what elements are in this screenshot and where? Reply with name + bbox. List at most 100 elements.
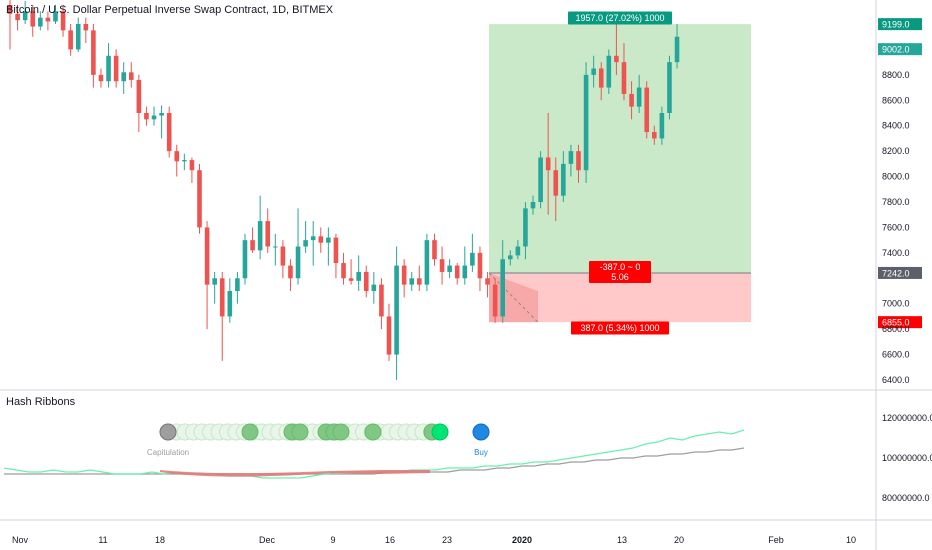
candle-body bbox=[341, 263, 346, 279]
candle-body bbox=[614, 55, 619, 63]
profit-zone bbox=[489, 24, 751, 273]
signal-circle bbox=[291, 423, 309, 441]
candle-body bbox=[598, 68, 604, 88]
candle-body bbox=[553, 170, 559, 196]
candle-body bbox=[636, 87, 642, 107]
risk-reward-label-text: 5.06 bbox=[611, 272, 629, 282]
candle-body bbox=[128, 72, 134, 80]
candle-body bbox=[235, 278, 240, 291]
hash-tick: 80000000.0 bbox=[882, 493, 930, 503]
candle-body bbox=[273, 246, 278, 248]
candle-body bbox=[106, 55, 111, 82]
recovery-circle bbox=[431, 423, 449, 441]
candle-body bbox=[22, 11, 28, 21]
candle-body bbox=[151, 115, 157, 120]
candle-body bbox=[485, 278, 490, 285]
candle-body bbox=[310, 236, 316, 241]
risk-reward-label bbox=[589, 261, 651, 283]
candle-body bbox=[333, 237, 339, 264]
candle-body bbox=[500, 259, 505, 317]
candle-body bbox=[462, 265, 468, 279]
signal-circle bbox=[364, 423, 382, 441]
candle-body bbox=[326, 237, 331, 243]
candle-body bbox=[606, 55, 612, 88]
price-tick: 7000.0 bbox=[882, 299, 910, 309]
price-tick: 8000.0 bbox=[882, 172, 910, 182]
candle-body bbox=[204, 227, 210, 285]
date-tick: 10 bbox=[846, 535, 856, 545]
price-tick: 8600.0 bbox=[882, 95, 910, 105]
chart-title: Bitcoin / U.S. Dollar Perpetual Inverse … bbox=[6, 4, 334, 16]
hash-tick: 120000000.0 bbox=[882, 413, 932, 423]
candle-body bbox=[227, 291, 233, 317]
candle-body bbox=[68, 30, 73, 50]
price-badge bbox=[878, 316, 922, 329]
candle-body bbox=[674, 36, 680, 63]
candle-body bbox=[477, 252, 483, 279]
date-tick: 9 bbox=[330, 535, 335, 545]
candle-body bbox=[363, 271, 369, 291]
price-tick: 6400.0 bbox=[882, 375, 910, 385]
candle-body bbox=[121, 72, 126, 82]
candle-body bbox=[386, 316, 392, 355]
price-tick: 8200.0 bbox=[882, 146, 910, 156]
hash-slow-line bbox=[4, 447, 745, 475]
date-tick: 13 bbox=[617, 535, 627, 545]
date-tick: Nov bbox=[12, 535, 29, 545]
candle-body bbox=[189, 160, 195, 171]
signal-circle bbox=[332, 423, 350, 441]
candle-body bbox=[470, 252, 475, 266]
candle-body bbox=[197, 170, 202, 228]
candle-body bbox=[98, 74, 104, 82]
candle-body bbox=[394, 265, 399, 355]
candle-body bbox=[53, 11, 58, 22]
loss-label-text: 387.0 (5.34%) 1000 bbox=[580, 323, 659, 333]
candle-body bbox=[523, 208, 528, 247]
candle-body bbox=[576, 151, 581, 171]
candle-body bbox=[136, 79, 142, 113]
candle-body bbox=[454, 265, 460, 279]
candle-body bbox=[379, 284, 384, 317]
price-badge bbox=[878, 18, 922, 31]
price-tick: 7800.0 bbox=[882, 197, 910, 207]
candle-body bbox=[295, 246, 301, 279]
price-tick: 6800.0 bbox=[882, 324, 910, 334]
date-tick: Feb bbox=[768, 535, 784, 545]
candle-body bbox=[174, 151, 180, 162]
candle-body bbox=[166, 113, 172, 152]
price-badge-text: 9199.0 bbox=[882, 20, 910, 30]
date-tick: Dec bbox=[259, 535, 276, 545]
candle-body bbox=[113, 55, 119, 82]
date-tick: 18 bbox=[155, 535, 165, 545]
candle-body bbox=[45, 17, 51, 22]
candle-body bbox=[530, 202, 536, 209]
signal-circle bbox=[241, 423, 259, 441]
capitulation-label: Capitulation bbox=[147, 448, 189, 457]
candle-body bbox=[568, 151, 574, 164]
price-badge-text: 7242.0 bbox=[882, 268, 910, 278]
price-badge bbox=[878, 266, 922, 279]
candle-body bbox=[15, 13, 20, 21]
candle-body bbox=[212, 278, 217, 285]
candle-body bbox=[280, 246, 286, 266]
candle-body bbox=[265, 221, 271, 247]
date-tick: 11 bbox=[98, 535, 107, 545]
candle-body bbox=[432, 240, 437, 260]
capitulation-circle bbox=[159, 423, 177, 441]
candle-body bbox=[250, 240, 255, 251]
candle-body bbox=[401, 265, 407, 285]
candle-body bbox=[507, 255, 513, 260]
candle-body bbox=[60, 11, 66, 31]
candle-body bbox=[545, 157, 551, 171]
date-tick: 23 bbox=[442, 535, 452, 545]
candle-body bbox=[242, 240, 248, 279]
date-tick: 16 bbox=[385, 535, 395, 545]
price-badge-text: 6855.0 bbox=[882, 318, 910, 328]
candle-body bbox=[447, 265, 452, 272]
candle-body bbox=[515, 246, 521, 256]
date-tick: 2020 bbox=[512, 535, 532, 545]
profit-label-text: 1957.0 (27.02%) 1000 bbox=[575, 13, 664, 23]
indicator-title: Hash Ribbons bbox=[6, 396, 76, 408]
candle-body bbox=[538, 157, 543, 202]
